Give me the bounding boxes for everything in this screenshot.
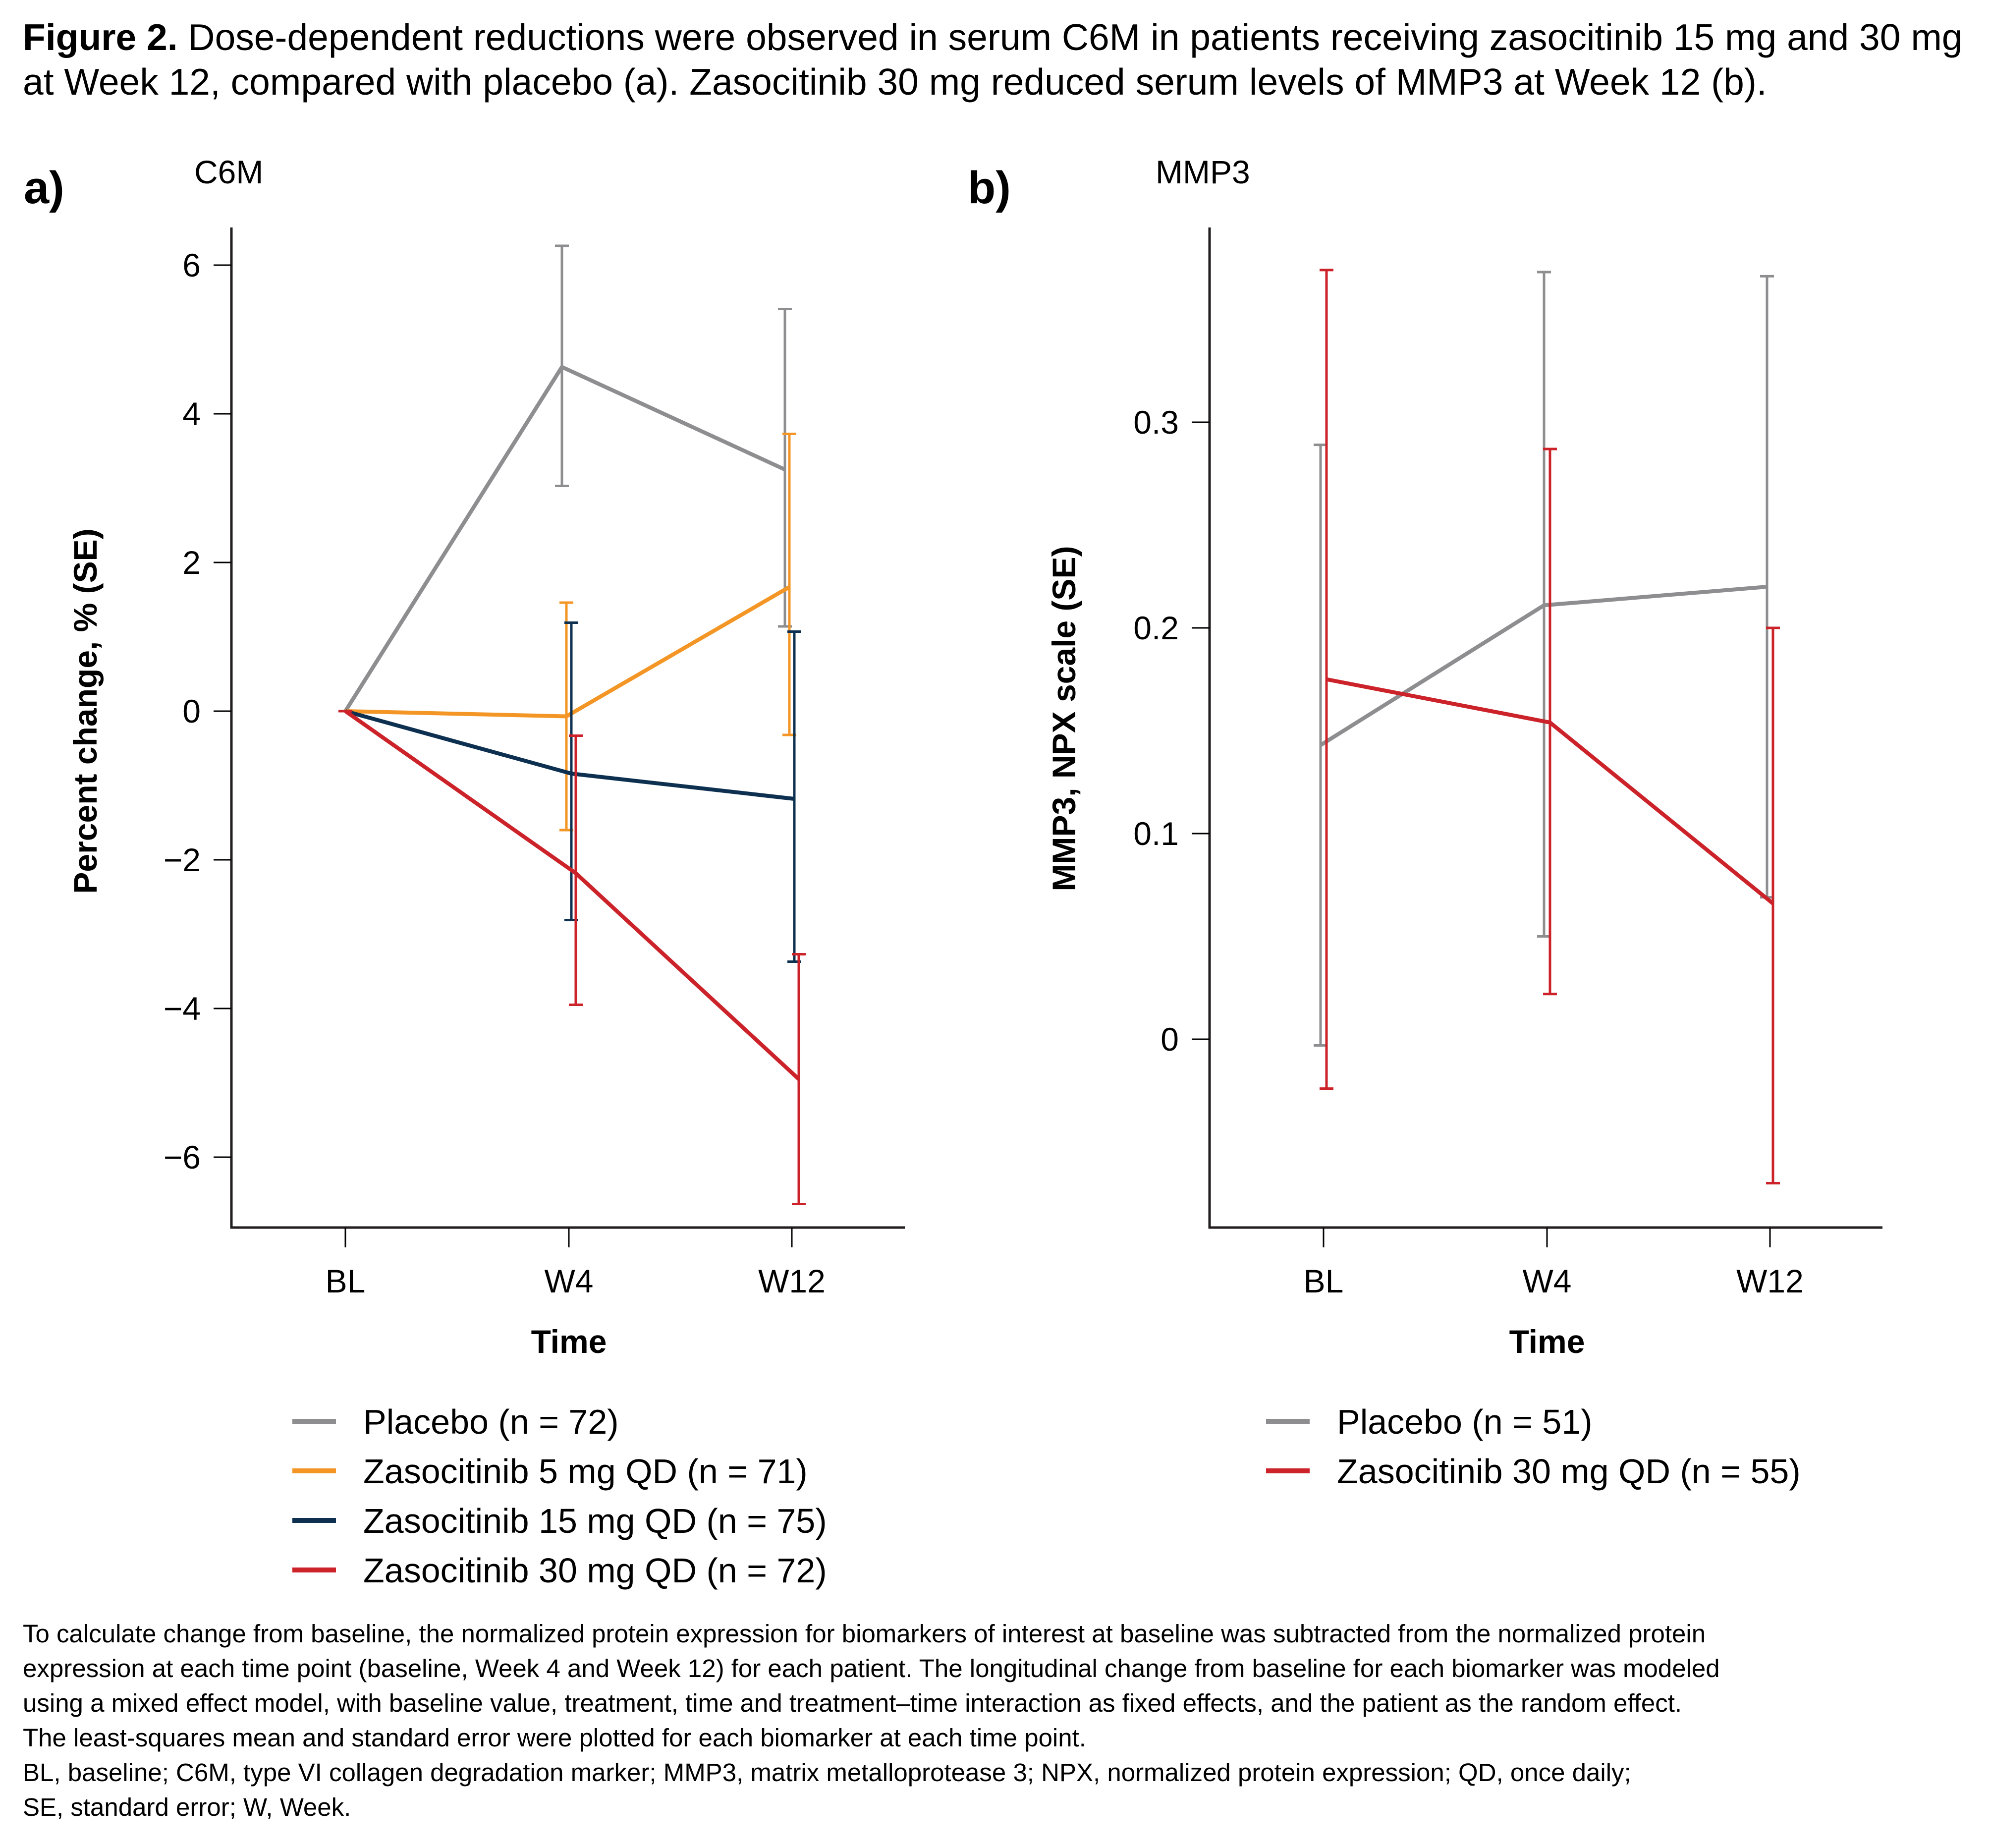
panel-label: a): [24, 163, 64, 213]
y-tick-label: −2: [164, 841, 201, 878]
legend-item: Placebo (n = 51): [1266, 1402, 1593, 1441]
series-0: [338, 244, 792, 713]
footnote-line: BL, baseline; C6M, type VI collagen degr…: [23, 1758, 1631, 1787]
series-2: [338, 621, 801, 963]
chart-title: MMP3: [1156, 154, 1250, 190]
series-0: [1314, 271, 1774, 1047]
y-tick-label: 0.1: [1133, 815, 1179, 852]
footnote-line: using a mixed effect model, with baselin…: [23, 1689, 1682, 1717]
legend-label: Placebo (n = 51): [1337, 1402, 1593, 1441]
y-axis-title: Percent change, % (SE): [67, 528, 104, 894]
x-tick-label: BL: [1304, 1263, 1344, 1299]
series-line: [344, 709, 795, 801]
figure-title: Figure 2. Dose-dependent reductions were…: [23, 15, 1990, 104]
series-1: [1320, 269, 1780, 1184]
x-tick-label: W12: [1736, 1263, 1804, 1299]
figure-number: Figure 2.: [23, 16, 178, 58]
legend: Placebo (n = 51) Zasocitinib 30 mg QD (n …: [1266, 1402, 1801, 1491]
x-tick-label: W4: [1523, 1263, 1572, 1299]
y-tick-label: 6: [182, 247, 201, 283]
x-tick-label: BL: [326, 1263, 366, 1299]
panel-b: b) MMP3 0 0.1 0.2 0.3 BL W4 W12 Time MMP3, NPX sca…: [968, 154, 1882, 1491]
chart-title: C6M: [194, 154, 263, 190]
figure-title-line-1: Dose-dependent reductions were observed …: [177, 16, 1963, 58]
y-tick-label: 0: [1161, 1021, 1179, 1058]
legend: Placebo (n = 72) Zasocitinib 5 mg QD (n =…: [292, 1402, 827, 1590]
legend-item: Zasocitinib 30 mg QD (n = 55): [1266, 1452, 1801, 1491]
footnote-line: SE, standard error; W, Week.: [23, 1793, 351, 1821]
legend-item: Zasocitinib 5 mg QD (n = 71): [292, 1452, 808, 1491]
panel-a: a) C6M −6 −4 −2 0 2 4 6 BL W4 W12 Time Percent change…: [24, 154, 905, 1590]
footnote-line: expression at each time point (baseline,…: [23, 1654, 1720, 1682]
y-tick-label: −4: [164, 990, 201, 1027]
legend-item: Zasocitinib 30 mg QD (n = 72): [292, 1551, 827, 1590]
panel-label: b): [968, 163, 1011, 213]
footnote: To calculate change from baseline, the n…: [23, 1617, 1720, 1825]
legend-label: Zasocitinib 30 mg QD (n = 72): [363, 1551, 827, 1590]
legend-label: Placebo (n = 72): [363, 1402, 619, 1441]
x-axis-title: Time: [1509, 1323, 1585, 1360]
x-tick-label: W12: [758, 1263, 826, 1299]
legend-label: Zasocitinib 15 mg QD (n = 75): [363, 1502, 827, 1540]
series-3: [338, 709, 806, 1205]
y-tick-label: 4: [182, 395, 201, 432]
y-tick-label: 2: [182, 544, 201, 581]
footnote-line: To calculate change from baseline, the n…: [23, 1620, 1706, 1648]
x-tick-label: W4: [545, 1263, 594, 1299]
y-tick-label: 0.2: [1133, 610, 1179, 646]
footnote-line: The least-squares mean and standard erro…: [23, 1724, 1086, 1752]
figure-title-line-2: at Week 12, compared with placebo (a). Z…: [23, 61, 1767, 103]
y-tick-label: −6: [164, 1139, 201, 1176]
y-axis-title: MMP3, NPX scale (SE): [1046, 546, 1082, 892]
legend-item: Placebo (n = 72): [292, 1402, 619, 1441]
legend-label: Zasocitinib 5 mg QD (n = 71): [363, 1452, 808, 1491]
y-tick-label: 0: [182, 693, 201, 729]
legend-item: Zasocitinib 15 mg QD (n = 75): [292, 1502, 827, 1540]
y-tick-label: 0.3: [1133, 404, 1179, 441]
legend-label: Zasocitinib 30 mg QD (n = 55): [1337, 1452, 1801, 1491]
x-axis-title: Time: [531, 1323, 607, 1360]
